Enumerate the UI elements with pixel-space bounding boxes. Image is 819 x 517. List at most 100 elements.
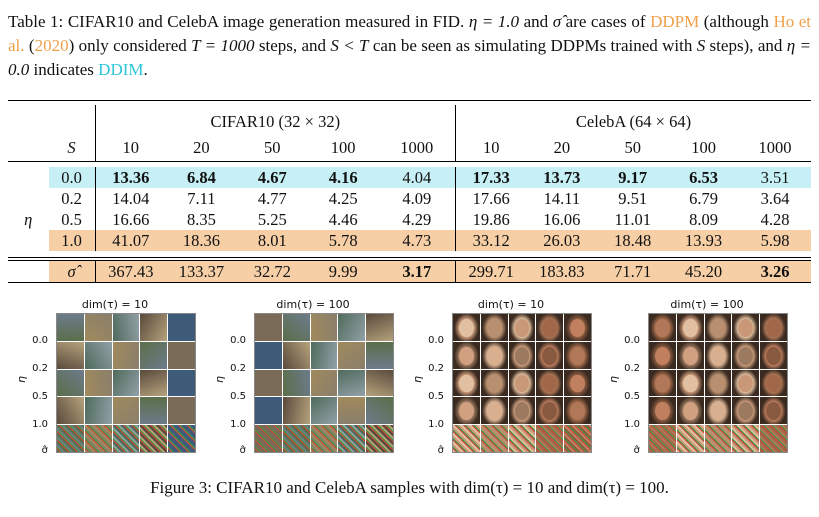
- citation-link-ho[interactable]: Ho et al.: [8, 12, 812, 55]
- caption-text: can be seen as simulating DDPMs trained …: [368, 36, 697, 55]
- fid-cell: 14.04: [112, 189, 150, 208]
- fid-cell: 8.01: [236, 230, 308, 251]
- sample-image: [536, 341, 564, 369]
- sample-image: [564, 369, 591, 397]
- fid-cell: 3.51: [739, 167, 811, 188]
- sample-image: [310, 425, 338, 452]
- step-header: 100: [307, 134, 379, 162]
- sample-image: [338, 341, 366, 369]
- sample-image: [676, 425, 704, 452]
- sample-image: [338, 369, 366, 397]
- fid-cell: 5.25: [257, 210, 287, 229]
- step-header: 10: [95, 134, 166, 162]
- step-header: 100: [668, 134, 740, 162]
- row-label: 1.0: [428, 419, 444, 430]
- step-header: 1000: [739, 134, 811, 162]
- sample-image: [760, 369, 787, 397]
- dataset-header-celeba: CelebA (64 × 64): [455, 104, 811, 135]
- fid-cell: 11.01: [614, 210, 651, 229]
- sample-image: [676, 314, 704, 341]
- sample-image: [564, 425, 591, 452]
- sample-image: [760, 341, 787, 369]
- sample-image: [704, 369, 732, 397]
- eta-axis-label: η: [606, 376, 620, 383]
- sample-image: [676, 369, 704, 397]
- fid-cell: 9.51: [618, 189, 648, 208]
- sample-image: [536, 369, 564, 397]
- sample-image: [704, 397, 732, 425]
- sample-image: [168, 425, 195, 452]
- caption-text: indicates: [29, 60, 99, 79]
- row-label: 1.0: [624, 419, 640, 430]
- fid-cell: 16.06: [543, 210, 581, 229]
- fid-cell: 33.12: [455, 230, 527, 251]
- fid-cell: 17.66: [455, 188, 527, 209]
- table-row: η 0.5 16.66 8.35 5.25 4.46 4.29 19.86 16…: [8, 209, 811, 230]
- sample-image: [564, 341, 591, 369]
- fid-cell: 8.09: [689, 210, 719, 229]
- fid-cell: 367.43: [95, 260, 166, 283]
- sample-image: [676, 397, 704, 425]
- fid-cell: 26.03: [526, 230, 598, 251]
- ddpm-link[interactable]: DDPM: [650, 12, 700, 31]
- fid-cell: 41.07: [95, 230, 166, 251]
- grid-title: dim(τ) = 100: [670, 298, 744, 311]
- fid-cell: 18.36: [165, 230, 237, 251]
- row-label: 1.0: [230, 419, 246, 430]
- sample-image: [732, 369, 760, 397]
- fid-cell: 7.11: [187, 189, 216, 208]
- sample-image: [310, 369, 338, 397]
- sigma-cell: σ̂: [48, 260, 96, 283]
- fid-cell: 3.26: [760, 261, 790, 281]
- caption-math-s: S < T: [330, 36, 369, 55]
- sample-image: [366, 369, 393, 397]
- sample-image: [453, 341, 480, 369]
- ddim-link[interactable]: DDIM: [98, 60, 144, 79]
- image-cells: [452, 313, 592, 453]
- sample-grid-cifar-100: dim(τ) = 100 0.0 0.2 0.5 1.0 σ̂ η: [213, 297, 408, 456]
- step-header: 20: [526, 134, 598, 162]
- grid-title: dim(τ) = 100: [276, 298, 350, 311]
- fid-cell: 4.67: [257, 168, 287, 187]
- eta-cell: 0.5: [48, 209, 96, 230]
- sample-image: [57, 425, 84, 452]
- sample-image: [676, 341, 704, 369]
- fid-cell: 4.25: [328, 189, 358, 208]
- eta-cell: 1.0: [48, 230, 96, 251]
- row-label: σ̂: [633, 445, 640, 456]
- sample-image: [310, 341, 338, 369]
- caption-math-svar: S: [696, 36, 706, 55]
- sample-image: [168, 341, 195, 369]
- row-label: 0.5: [230, 391, 246, 402]
- step-header: 10: [455, 134, 527, 162]
- sample-image: [564, 314, 591, 341]
- sample-image: [704, 425, 732, 452]
- sample-image: [508, 314, 536, 341]
- image-cells: [254, 313, 394, 453]
- sample-image: [140, 314, 168, 341]
- sample-image: [480, 369, 508, 397]
- caption-text: (although: [699, 12, 774, 31]
- fid-cell: 133.37: [165, 260, 237, 283]
- sample-image: [84, 341, 112, 369]
- image-cells: [648, 313, 788, 453]
- eta-cell: 0.2: [48, 188, 96, 209]
- row-label: 0.2: [624, 363, 640, 374]
- caption-text: ) only considered: [68, 36, 192, 55]
- row-label: σ̂: [239, 445, 246, 456]
- table-row: 0.0 13.36 6.84 4.67 4.16 4.04 17.33 13.7…: [8, 167, 811, 188]
- row-labels: 0.0 0.2 0.5 1.0 σ̂: [20, 313, 54, 456]
- sample-image: [508, 425, 536, 452]
- citation-link-year[interactable]: 2020: [34, 36, 69, 55]
- fid-cell: 71.71: [597, 260, 669, 283]
- sample-image: [255, 369, 282, 397]
- sample-image: [140, 397, 168, 425]
- row-label: 0.2: [230, 363, 246, 374]
- sample-image: [255, 397, 282, 425]
- sample-image: [649, 425, 676, 452]
- table-row: 0.2 14.04 7.11 4.77 4.25 4.09 17.66 14.1…: [8, 188, 811, 209]
- row-labels: 0.0 0.2 0.5 1.0 σ̂: [612, 313, 646, 456]
- sample-image: [453, 314, 480, 341]
- caption-text: .: [143, 60, 148, 79]
- sample-image: [508, 397, 536, 425]
